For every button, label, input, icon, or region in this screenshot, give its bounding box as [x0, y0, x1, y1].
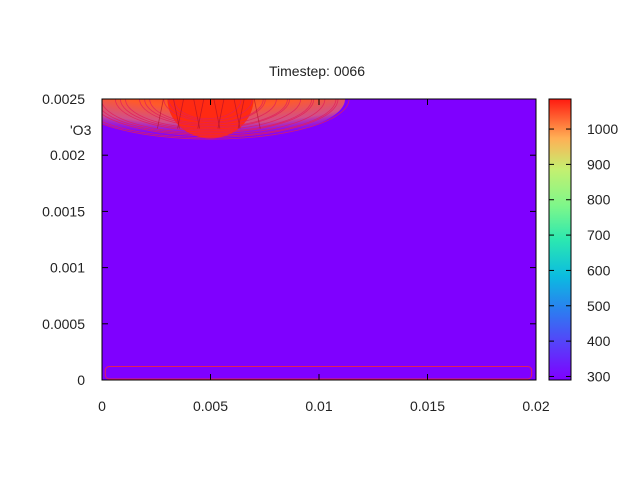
- contour-line: [125, 99, 290, 129]
- contour-line: [217, 99, 225, 129]
- colorbar-tick-label: 500: [587, 298, 611, 314]
- colorbar-tick-label: 700: [587, 227, 611, 243]
- colorbar-tick-label: 800: [587, 192, 611, 208]
- field-background: [102, 99, 536, 380]
- colorbar-tick-label: 300: [587, 368, 611, 384]
- chart-title: Timestep: 0066: [269, 63, 365, 79]
- contour-line: [102, 99, 337, 137]
- contour-line: [157, 99, 164, 129]
- y-tick-label: 0.001: [50, 260, 85, 276]
- contour-line: [102, 99, 339, 138]
- contour-line: [149, 99, 266, 124]
- plot-area: [101, 98, 537, 381]
- contour-line: [139, 99, 288, 127]
- colorbar-tick-label: 1000: [587, 121, 618, 137]
- contour-line: [114, 99, 313, 132]
- y-axis: 0 0.0005 0.001 0.0015 0.002 0.0025: [42, 91, 536, 388]
- x-axis: 0 0.005 0.01 0.015 0.02: [98, 99, 550, 414]
- colorbar: 300 400 500 600 700 800 900 1000: [548, 98, 618, 384]
- bottom-contour: [104, 366, 533, 380]
- colorbar-tick-label: 400: [587, 333, 611, 349]
- contour-line: [102, 99, 350, 140]
- x-tick-label: 0.02: [522, 398, 549, 414]
- colorbar-gradient: [548, 98, 572, 381]
- y-tick-label: 0.0005: [42, 316, 85, 332]
- contour-line: [144, 99, 277, 126]
- colorbar-tick-label: 900: [587, 156, 611, 172]
- contour-line: [197, 99, 205, 129]
- contour-line: [177, 99, 184, 129]
- contour-line: [237, 99, 245, 129]
- x-tick-label: 0.005: [193, 398, 228, 414]
- y-tick-label: 0: [77, 372, 85, 388]
- y-tick-label: 0.0025: [42, 91, 85, 107]
- x-tick-label: 0.015: [410, 398, 445, 414]
- contour-line: [253, 99, 261, 129]
- hot-spot-group: [102, 99, 350, 141]
- stray-label: 'O3: [70, 122, 92, 138]
- y-tick-label: 0.0015: [42, 203, 85, 219]
- x-tick-label: 0: [98, 398, 106, 414]
- colorbar-tick-label: 600: [587, 262, 611, 278]
- contour-line: [163, 99, 264, 123]
- x-tick-label: 0.01: [305, 398, 332, 414]
- contour-line: [102, 99, 326, 135]
- y-tick-label: 0.002: [50, 147, 85, 163]
